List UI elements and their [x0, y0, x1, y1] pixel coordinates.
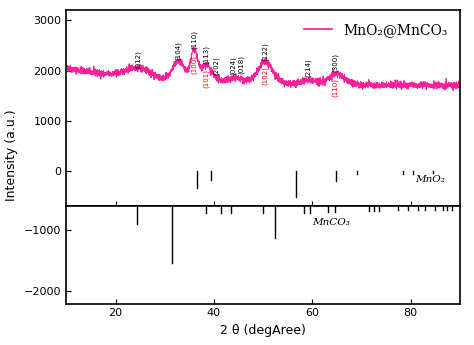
- Text: MnCO₃: MnCO₃: [312, 218, 350, 227]
- Text: (102): (102): [262, 66, 269, 85]
- Text: (100): (100): [191, 55, 198, 74]
- Text: (300): (300): [332, 53, 338, 72]
- Text: (101): (101): [203, 69, 210, 88]
- Text: MnO₂: MnO₂: [416, 175, 446, 184]
- Text: (024): (024): [230, 56, 237, 75]
- Legend: MnO₂@MnCO₃: MnO₂@MnCO₃: [299, 17, 453, 42]
- Text: Intensity (a.u.): Intensity (a.u.): [5, 109, 18, 201]
- Text: (214): (214): [305, 58, 311, 77]
- Text: (113): (113): [203, 45, 210, 63]
- Text: (018): (018): [237, 55, 244, 74]
- Text: (012): (012): [135, 50, 141, 69]
- Text: (110): (110): [191, 30, 198, 49]
- Text: (202): (202): [213, 56, 219, 75]
- Text: (122): (122): [262, 42, 269, 61]
- X-axis label: 2 θ (degAree): 2 θ (degAree): [220, 324, 306, 337]
- Text: (110): (110): [332, 78, 338, 97]
- Text: (104): (104): [175, 41, 182, 60]
